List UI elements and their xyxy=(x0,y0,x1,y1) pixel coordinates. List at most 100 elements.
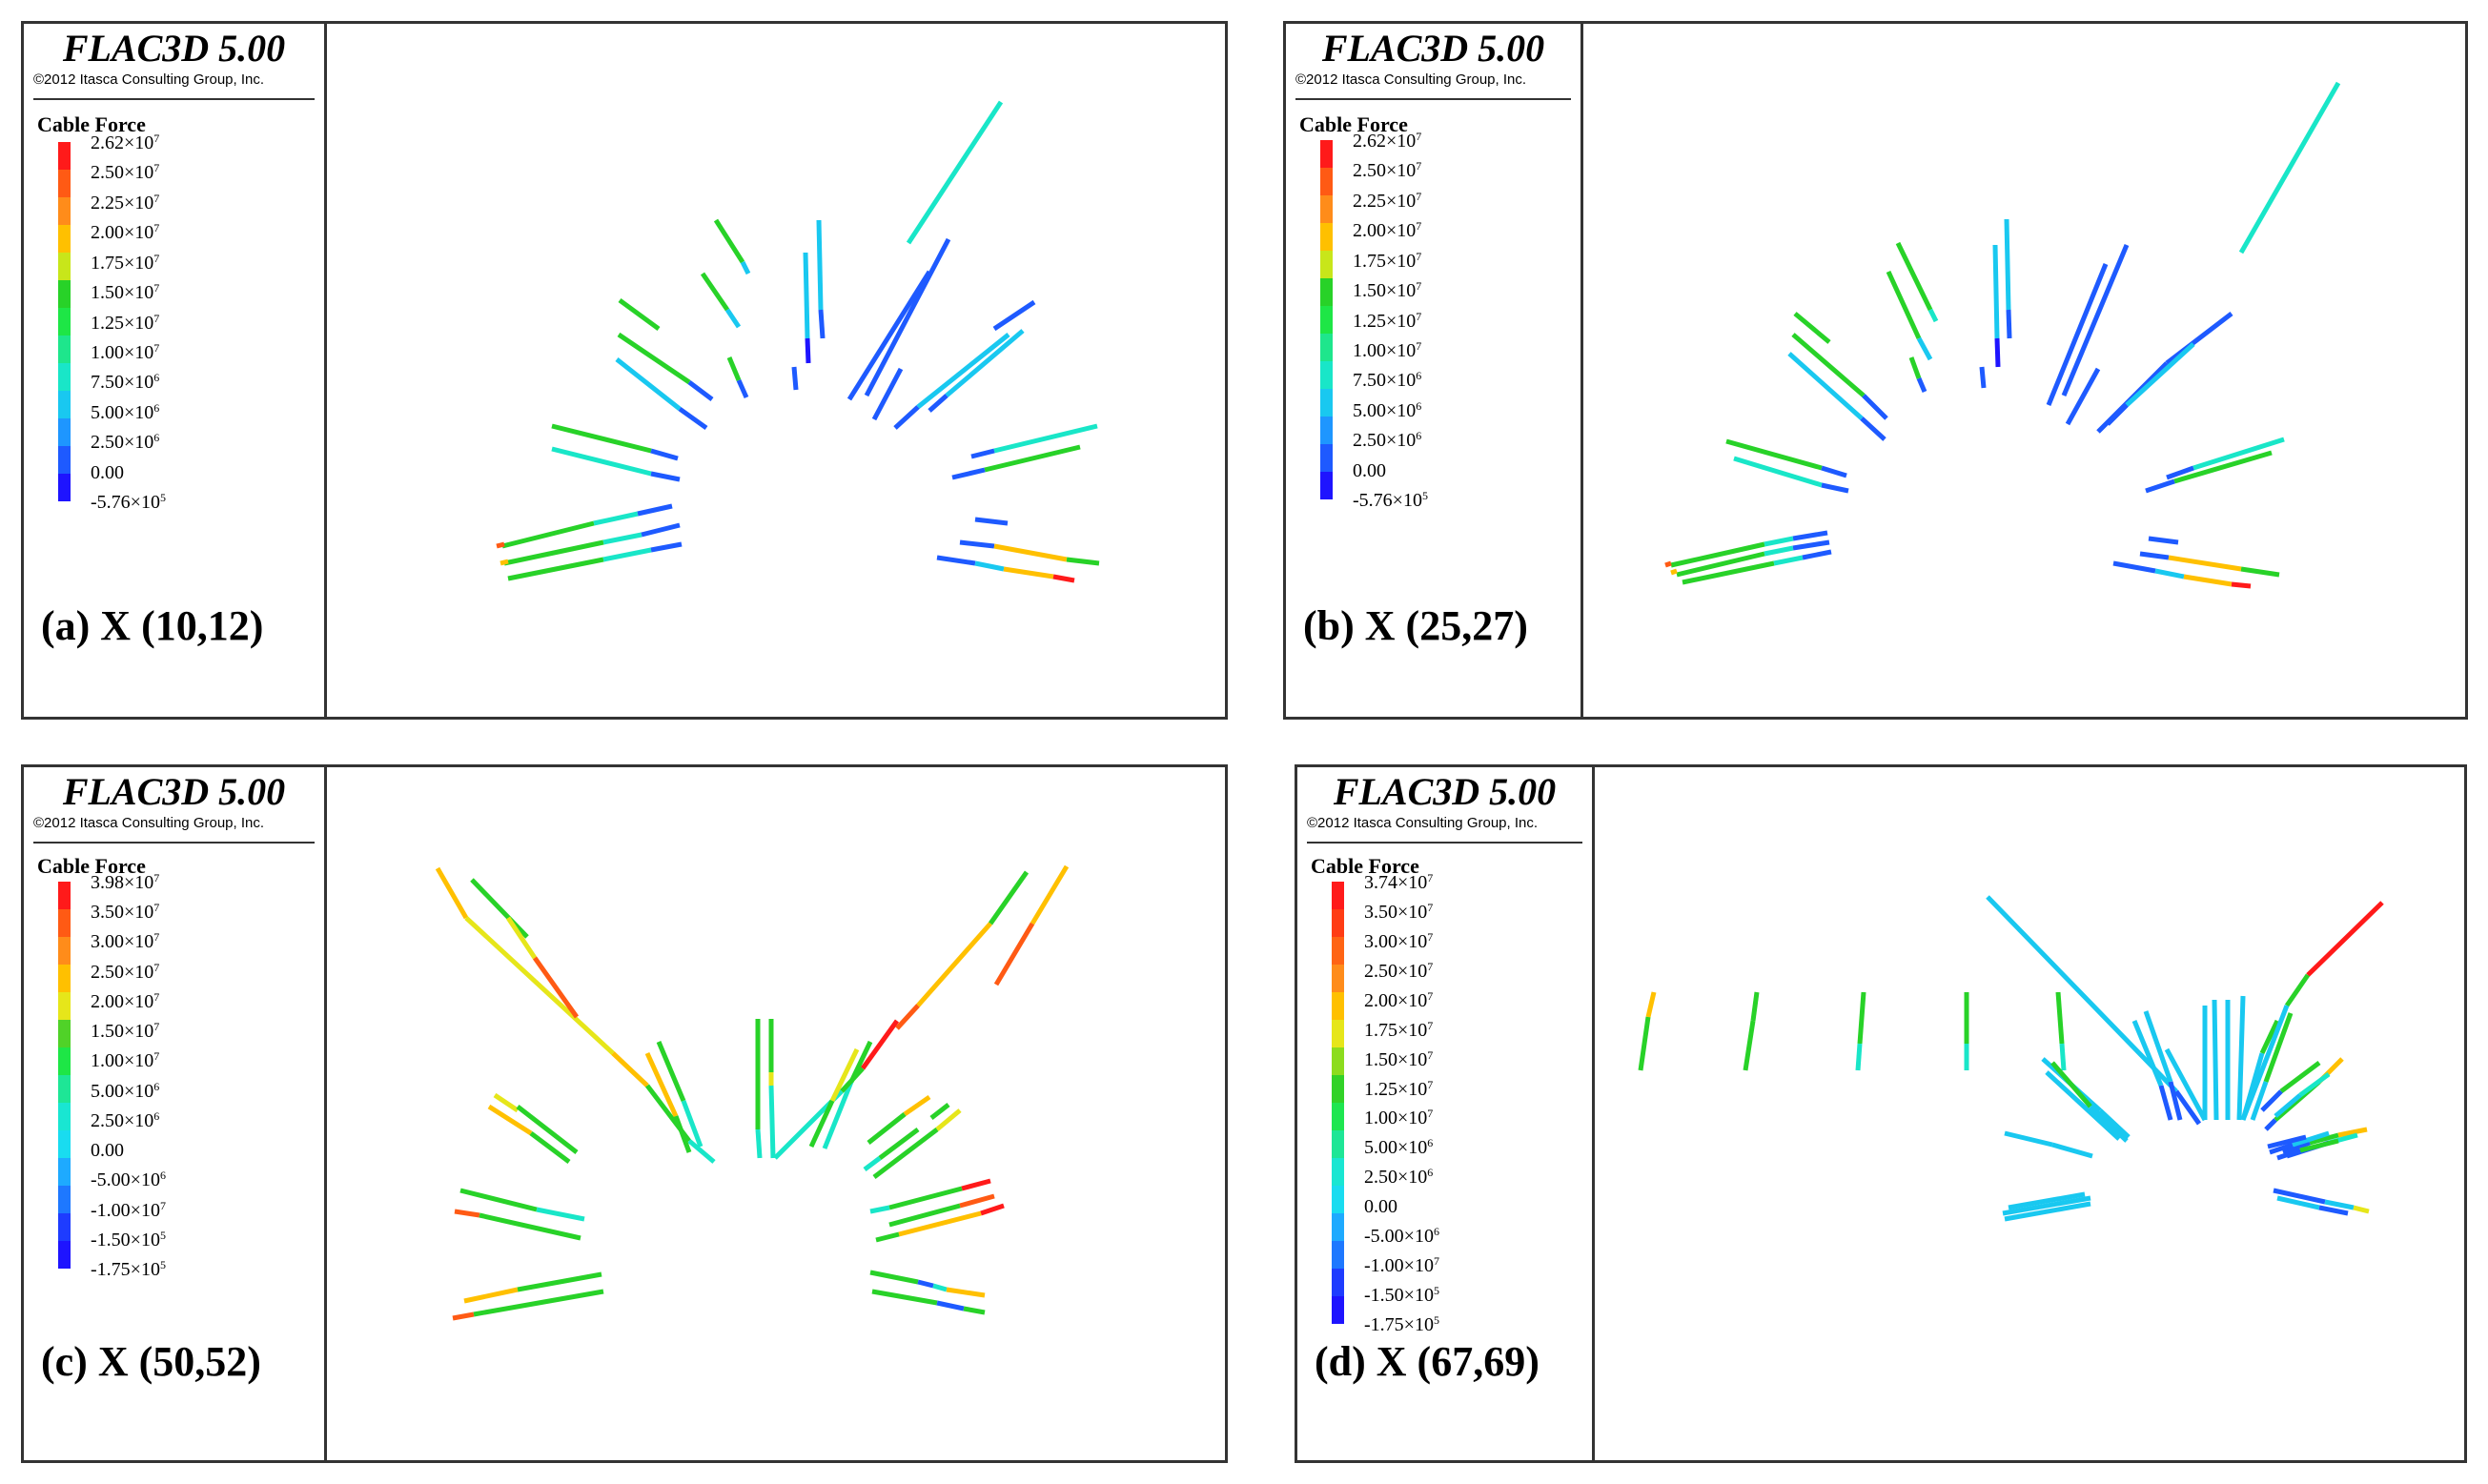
legend-swatch xyxy=(58,363,71,391)
cable-line xyxy=(2240,1005,2290,1121)
legend-swatch xyxy=(1320,140,1333,168)
cable-force-plot xyxy=(496,100,1100,583)
cable-line xyxy=(2004,1201,2091,1222)
legend-tick-label: 1.50×107 xyxy=(91,281,160,304)
cable-line xyxy=(2276,1148,2301,1161)
cable-line xyxy=(470,878,529,939)
legend-swatch xyxy=(58,142,71,170)
legend-tick-label: 2.62×107 xyxy=(91,132,160,153)
legend-tick-label: 2.50×106 xyxy=(1353,429,1422,452)
cable-line xyxy=(1733,456,1823,488)
cable-line xyxy=(700,272,730,312)
legend-swatch xyxy=(58,1241,71,1269)
legend-swatch xyxy=(1332,882,1344,909)
cable-line xyxy=(945,329,1025,397)
cable-line xyxy=(1895,241,1933,312)
legend-tick-label: 0.00 xyxy=(1353,459,1386,481)
cable-line xyxy=(687,380,714,401)
legend-tick-label: 2.25×107 xyxy=(91,191,160,213)
cable-line xyxy=(916,333,1010,409)
cable-line xyxy=(1916,377,1927,393)
title-divider xyxy=(33,98,315,100)
cable-line xyxy=(1764,536,1794,547)
legend-tick-label: 2.00×107 xyxy=(91,989,160,1012)
cable-line xyxy=(2231,581,2252,589)
cable-line xyxy=(1682,560,1775,585)
cable-line xyxy=(988,870,1030,925)
panel-caption: (c) X (50,52) xyxy=(41,1338,261,1385)
cable-line xyxy=(641,522,681,538)
cable-line xyxy=(1743,1020,1756,1071)
cable-line xyxy=(532,956,580,1019)
legend-tick-label: 0.00 xyxy=(91,1140,124,1162)
cable-line xyxy=(2148,536,2179,545)
cable-line xyxy=(713,218,745,264)
cable-line xyxy=(617,332,691,385)
cable-line xyxy=(2212,999,2219,1121)
legend-tick-label: -5.00×106 xyxy=(91,1169,166,1191)
cable-line xyxy=(846,270,932,401)
cable-line xyxy=(551,446,652,477)
cable-line xyxy=(464,916,615,1055)
cable-line xyxy=(1821,465,1847,478)
cable-line xyxy=(2309,1132,2339,1146)
title-divider xyxy=(1307,842,1582,844)
legend-color-bar xyxy=(58,142,71,501)
cable-line xyxy=(755,1128,763,1159)
cable-force-plot xyxy=(1664,81,2341,589)
cable-line xyxy=(1676,551,1765,578)
cable-line xyxy=(1052,574,1075,583)
cable-line xyxy=(2061,244,2130,396)
legend-column: FLAC3D 5.00 ©2012 Itasca Consulting Grou… xyxy=(24,767,327,1460)
cable-line xyxy=(2145,478,2175,494)
cable-line xyxy=(2098,1108,2131,1139)
legend-tick-label: 2.25×107 xyxy=(1353,189,1422,212)
legend-swatch xyxy=(1332,1103,1344,1130)
legend-swatch xyxy=(1320,361,1333,389)
cable-line xyxy=(860,1019,900,1070)
legend-swatch xyxy=(58,1213,71,1241)
legend-tick-label: 1.00×107 xyxy=(91,1049,160,1072)
cable-line xyxy=(2324,1199,2355,1210)
cable-line xyxy=(724,308,742,329)
legend-swatch xyxy=(1320,444,1333,472)
title-divider xyxy=(33,842,315,844)
legend-swatch xyxy=(1332,1241,1344,1269)
cable-line xyxy=(936,555,976,566)
cable-line xyxy=(916,922,992,1007)
cable-line xyxy=(2106,403,2129,426)
legend-swatch xyxy=(58,937,71,965)
cable-line xyxy=(2168,1081,2183,1121)
legend-swatch xyxy=(1332,937,1344,965)
title-divider xyxy=(1295,98,1571,100)
legend-swatch xyxy=(58,225,71,253)
cable-line xyxy=(2238,81,2341,254)
cable-line xyxy=(459,1188,538,1212)
cable-line xyxy=(1792,530,1828,541)
legend-swatch xyxy=(58,992,71,1020)
cable-line xyxy=(618,297,661,332)
legend-swatch xyxy=(58,1020,71,1047)
cable-line xyxy=(1979,366,1987,389)
cable-line xyxy=(2337,1127,2368,1138)
cable-line xyxy=(726,356,742,381)
cable-line xyxy=(2250,1081,2269,1121)
legend-swatch xyxy=(58,1075,71,1103)
cable-line xyxy=(961,1178,991,1191)
cable-line xyxy=(1821,482,1849,494)
legend-swatch xyxy=(58,1103,71,1130)
cable-line xyxy=(536,1207,585,1222)
cable-line xyxy=(2276,1195,2320,1210)
cable-plot-area xyxy=(1583,24,2465,717)
cable-line xyxy=(1670,568,1678,576)
legend-tick-label: -1.00×107 xyxy=(91,1198,166,1221)
legend-tick-label: 0.00 xyxy=(91,461,124,483)
cable-line xyxy=(867,1112,907,1145)
cable-line xyxy=(500,559,509,566)
cable-line xyxy=(2143,1010,2173,1083)
cable-line xyxy=(829,1047,860,1103)
cable-line xyxy=(1670,541,1765,568)
legend-swatch xyxy=(58,1130,71,1158)
cable-line xyxy=(903,1094,931,1117)
cable-line xyxy=(1792,539,1830,551)
